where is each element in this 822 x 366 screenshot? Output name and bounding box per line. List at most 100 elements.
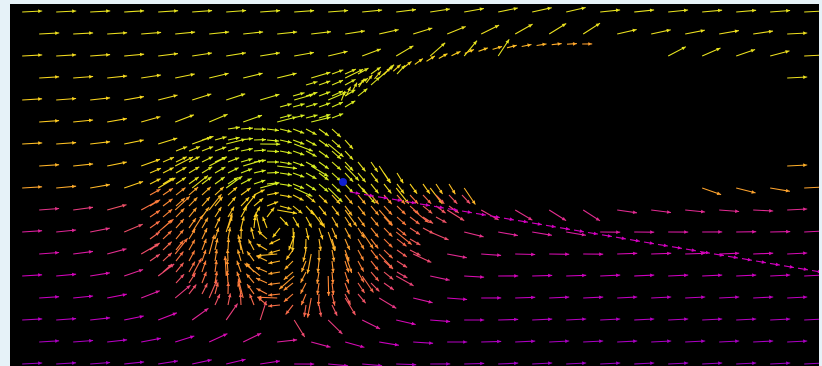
- field-arrowhead: [446, 362, 451, 366]
- field-arrowhead: [361, 211, 366, 216]
- field-arrowhead: [155, 210, 160, 215]
- field-arrowhead: [415, 220, 420, 225]
- field-arrowhead: [241, 358, 246, 363]
- field-arrowhead: [354, 176, 359, 181]
- field-arrowhead: [173, 52, 178, 56]
- field-arrowhead: [155, 158, 160, 163]
- field-arrowhead: [275, 93, 280, 98]
- field-arrowhead: [261, 169, 266, 173]
- field-arrowhead: [268, 260, 273, 265]
- field-arrowhead: [371, 199, 375, 204]
- field-arrowhead: [262, 127, 266, 131]
- field-arrowhead: [167, 241, 172, 246]
- field-arrowhead: [226, 282, 230, 286]
- field-arrowhead: [229, 216, 233, 222]
- field-arrowhead: [388, 243, 393, 248]
- field-arrowhead: [309, 51, 314, 55]
- field-arrowhead: [139, 360, 145, 365]
- field-arrowhead: [607, 234, 612, 238]
- field-arrowhead: [235, 126, 240, 130]
- field-arrowhead: [168, 188, 173, 192]
- field-arrowhead: [616, 230, 621, 234]
- field-arrowhead: [189, 335, 195, 339]
- field-arrowhead: [786, 229, 791, 234]
- field-arrowhead: [786, 273, 791, 277]
- field-arrowhead: [401, 65, 406, 70]
- field-arrowhead: [351, 310, 356, 316]
- field-arrowhead: [735, 295, 740, 299]
- field-arrow: [811, 269, 819, 273]
- field-arrowhead: [691, 248, 696, 252]
- field-arrowhead: [480, 361, 485, 366]
- field-arrowhead: [215, 282, 219, 287]
- field-arrowhead: [374, 244, 379, 249]
- field-arrowhead: [236, 260, 240, 266]
- field-arrowhead: [428, 300, 433, 304]
- field-arrowhead: [268, 293, 273, 297]
- field-arrowhead: [38, 185, 43, 189]
- field-arrowhead: [456, 51, 461, 55]
- field-arrowhead: [402, 231, 407, 236]
- field-arrowhead: [427, 199, 432, 204]
- field-arrowhead: [718, 317, 723, 321]
- field-arrowhead: [190, 30, 196, 35]
- field-arrowhead: [402, 263, 408, 268]
- field-arrowhead: [786, 9, 791, 13]
- field-arrowhead: [411, 200, 416, 205]
- field-arrowhead: [206, 93, 212, 97]
- field-arrowhead: [324, 176, 329, 181]
- field-arrowhead: [531, 252, 536, 257]
- field-arrowhead: [667, 339, 672, 343]
- field-arrowhead: [375, 287, 380, 292]
- field-arrowhead: [276, 142, 281, 146]
- field-arrowhead: [389, 275, 394, 280]
- field-arrowhead: [55, 339, 60, 343]
- field-arrowhead: [257, 114, 262, 119]
- field-arrowhead: [324, 187, 329, 192]
- field-arrowhead: [194, 166, 200, 171]
- field-arrowhead: [565, 252, 570, 256]
- field-arrowhead: [551, 224, 556, 229]
- field-arrowhead: [270, 207, 275, 212]
- field-arrowhead: [303, 246, 308, 251]
- field-arrowhead: [324, 132, 329, 136]
- field-arrowhead: [214, 260, 218, 265]
- field-arrowhead: [734, 29, 739, 34]
- field-arrowhead: [286, 255, 290, 260]
- field-arrowhead: [239, 227, 243, 231]
- field-arrowhead: [650, 317, 655, 321]
- field-arrowhead: [333, 311, 338, 316]
- field-arrowhead: [312, 153, 317, 157]
- field-arrowhead: [789, 265, 794, 269]
- field-arrowhead: [308, 223, 312, 228]
- field-arrowhead: [497, 253, 502, 257]
- field-arrowhead: [332, 301, 336, 306]
- field-arrowhead: [301, 267, 305, 273]
- field-arrowhead: [803, 207, 808, 211]
- field-arrowhead: [55, 251, 60, 255]
- field-arrowhead: [241, 51, 246, 56]
- field-arrowhead: [684, 317, 689, 321]
- field-arrowhead: [38, 9, 43, 13]
- field-arrowhead: [769, 209, 774, 213]
- field-arrowhead: [537, 222, 542, 226]
- field-arrowhead: [428, 209, 433, 214]
- field-arrowhead: [300, 114, 305, 118]
- field-arrowhead: [180, 274, 185, 279]
- field-arrowhead: [256, 278, 261, 282]
- field-arrowhead: [621, 236, 626, 240]
- field-arrowhead: [547, 6, 552, 11]
- field-arrowhead: [258, 231, 263, 235]
- field-arrowhead: [360, 78, 365, 83]
- field-arrowhead: [192, 207, 197, 212]
- field-arrowhead: [527, 43, 532, 48]
- field-arrowhead: [292, 210, 297, 215]
- field-arrowhead: [387, 178, 391, 183]
- field-arrowhead: [336, 133, 341, 138]
- field-arrowhead: [298, 209, 303, 214]
- field-arrowhead: [214, 271, 219, 276]
- field-arrowhead: [752, 8, 757, 13]
- field-arrowhead: [735, 339, 740, 343]
- field-arrowhead: [191, 261, 195, 266]
- field-arrowhead: [139, 139, 144, 143]
